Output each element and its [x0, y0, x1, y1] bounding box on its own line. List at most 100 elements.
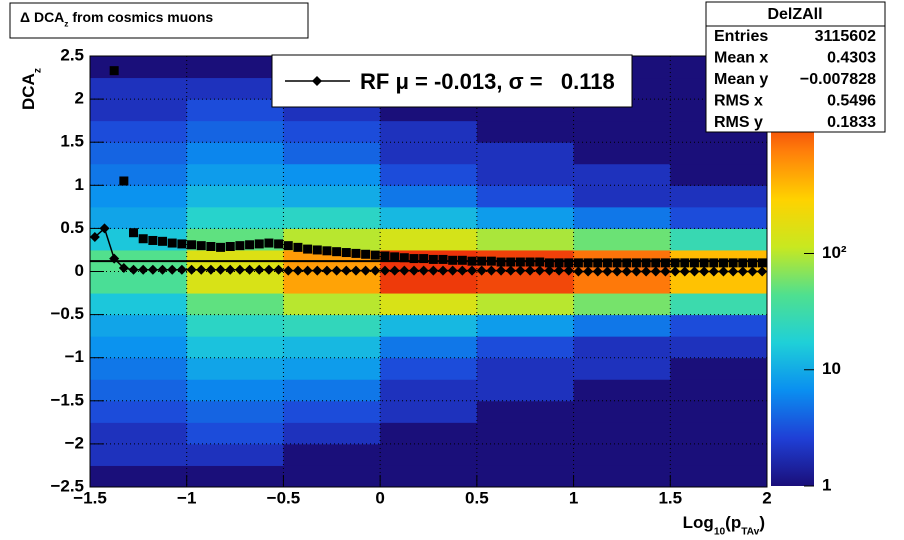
- diamond-marker: [457, 265, 468, 276]
- square-marker: [341, 248, 351, 258]
- square-marker: [129, 228, 139, 238]
- heat-cell: [476, 163, 575, 186]
- diamond-marker: [428, 265, 439, 276]
- y-tick-label: 1.5: [60, 132, 84, 151]
- heat-cell: [380, 357, 478, 380]
- title-box: [9, 2, 309, 39]
- heat-cell: [283, 271, 381, 294]
- diamond-marker: [292, 265, 303, 276]
- square-marker: [457, 255, 467, 265]
- chart-title-sub: z: [64, 19, 68, 29]
- stats-key: RMS x: [714, 93, 763, 110]
- diamond-marker: [215, 264, 226, 275]
- heat-cell: [186, 56, 284, 79]
- heat-cell: [573, 163, 671, 186]
- y-tick-label: −2: [65, 433, 84, 452]
- heat-cell: [670, 400, 768, 423]
- heat-cell: [186, 271, 284, 294]
- x-tick-label: −1: [177, 488, 196, 507]
- square-marker: [535, 257, 545, 267]
- heat-cell: [670, 185, 768, 208]
- diamond-marker: [573, 266, 584, 277]
- square-marker: [264, 238, 274, 248]
- heat-cell: [670, 422, 768, 445]
- y-tick-label: 0.5: [60, 218, 84, 237]
- heat-cell: [476, 400, 575, 423]
- square-marker: [728, 258, 738, 268]
- square-marker: [119, 176, 129, 186]
- diamond-marker: [660, 266, 671, 277]
- diamond-marker: [109, 253, 120, 264]
- diamond-marker: [438, 265, 449, 276]
- y-axis-label-part: DCA: [19, 73, 38, 110]
- y-axis-label: DCAz: [19, 68, 43, 110]
- heat-cell: [90, 99, 188, 122]
- heat-cell: [90, 142, 188, 165]
- heat-cell: [380, 271, 478, 294]
- square-marker: [544, 258, 554, 268]
- diamond-marker: [650, 266, 661, 277]
- diamond-marker: [244, 264, 255, 275]
- heat-cell: [380, 206, 478, 229]
- diamond-marker: [379, 265, 390, 276]
- diamond-marker: [263, 264, 274, 275]
- heat-cell: [380, 228, 478, 251]
- heat-cell: [283, 465, 381, 488]
- diamond-marker: [679, 266, 690, 277]
- heat-cell: [573, 379, 671, 402]
- heat-cell: [283, 293, 381, 316]
- square-marker: [428, 254, 438, 264]
- heat-cell: [573, 228, 671, 251]
- x-axis-label-part: Log: [683, 513, 714, 532]
- heat-cell: [186, 206, 284, 229]
- square-marker: [680, 258, 690, 268]
- heat-cell: [476, 293, 575, 316]
- x-axis-label-part: ): [759, 513, 765, 532]
- diamond-marker: [689, 266, 700, 277]
- square-marker: [138, 234, 148, 244]
- y-tick-label: 1: [75, 175, 84, 194]
- heat-cell: [670, 379, 768, 402]
- heat-cell: [380, 400, 478, 423]
- heat-cell: [573, 142, 671, 165]
- x-tick-label: −1.5: [73, 488, 107, 507]
- heat-cell: [476, 142, 575, 165]
- x-tick-label: 0.5: [465, 488, 489, 507]
- heat-cell: [186, 422, 284, 445]
- heat-cell: [476, 185, 575, 208]
- square-marker: [206, 242, 216, 252]
- heat-cell: [573, 465, 671, 488]
- square-marker: [419, 254, 429, 264]
- heat-cell: [670, 228, 768, 251]
- heat-cell: [186, 336, 284, 359]
- square-marker: [515, 257, 525, 267]
- heat-cell: [476, 357, 575, 380]
- diamond-marker: [515, 265, 526, 276]
- diamond-marker: [418, 265, 429, 276]
- stats-key: Entries: [714, 28, 768, 45]
- square-marker: [660, 258, 670, 268]
- heat-cell: [186, 163, 284, 186]
- colorbar-tick-label: 1: [822, 475, 831, 494]
- heat-cell: [186, 185, 284, 208]
- heat-cell: [573, 293, 671, 316]
- square-marker: [283, 241, 293, 251]
- x-tick-label: 1: [569, 488, 578, 507]
- diamond-marker: [583, 266, 594, 277]
- heat-cell: [670, 465, 768, 488]
- colorbar-tick-label: 10: [822, 359, 841, 378]
- heat-cell: [90, 336, 188, 359]
- heat-cell: [186, 379, 284, 402]
- square-marker: [631, 258, 641, 268]
- square-marker: [399, 253, 409, 263]
- square-marker: [274, 239, 284, 249]
- square-marker: [506, 257, 516, 267]
- diamond-marker: [350, 265, 361, 276]
- diamond-marker: [621, 266, 632, 277]
- stats-value: 0.5496: [827, 93, 876, 110]
- square-marker: [699, 258, 709, 268]
- square-marker: [651, 258, 661, 268]
- diamond-marker: [360, 265, 371, 276]
- heat-cell: [90, 77, 188, 100]
- diamond-marker: [389, 265, 400, 276]
